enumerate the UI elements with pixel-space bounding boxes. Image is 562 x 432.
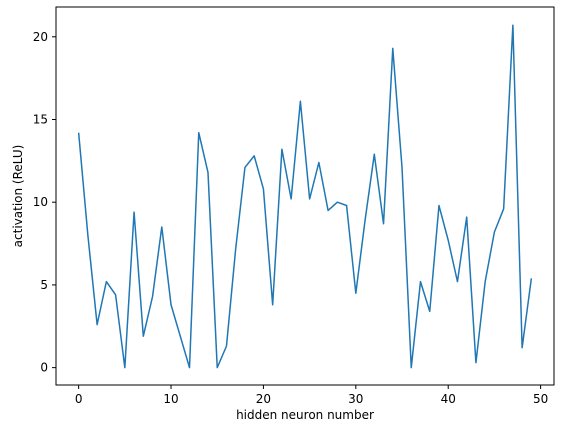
- series-lines: [77, 24, 533, 369]
- y-axis-label: activation (ReLU): [11, 145, 25, 248]
- x-tick-label: 40: [441, 392, 456, 406]
- x-tick-label: 50: [533, 392, 548, 406]
- y-tick-label: 5: [40, 278, 48, 292]
- y-tick-label: 0: [40, 361, 48, 375]
- x-tick-label: 10: [163, 392, 178, 406]
- y-tick-label: 20: [33, 30, 48, 44]
- x-tick-label: 20: [256, 392, 271, 406]
- y-tick-label: 15: [33, 112, 48, 126]
- series-line-0: [77, 24, 533, 369]
- y-axis-ticks: 0 5 10 15 20: [33, 30, 56, 375]
- plot-frame: [55, 6, 555, 386]
- x-tick-label: 30: [348, 392, 363, 406]
- x-tick-label: 0: [75, 392, 83, 406]
- x-axis-label: hidden neuron number: [236, 408, 374, 422]
- y-tick-label: 10: [33, 195, 48, 209]
- x-axis-ticks: 0 10 20 30 40 50: [75, 385, 548, 406]
